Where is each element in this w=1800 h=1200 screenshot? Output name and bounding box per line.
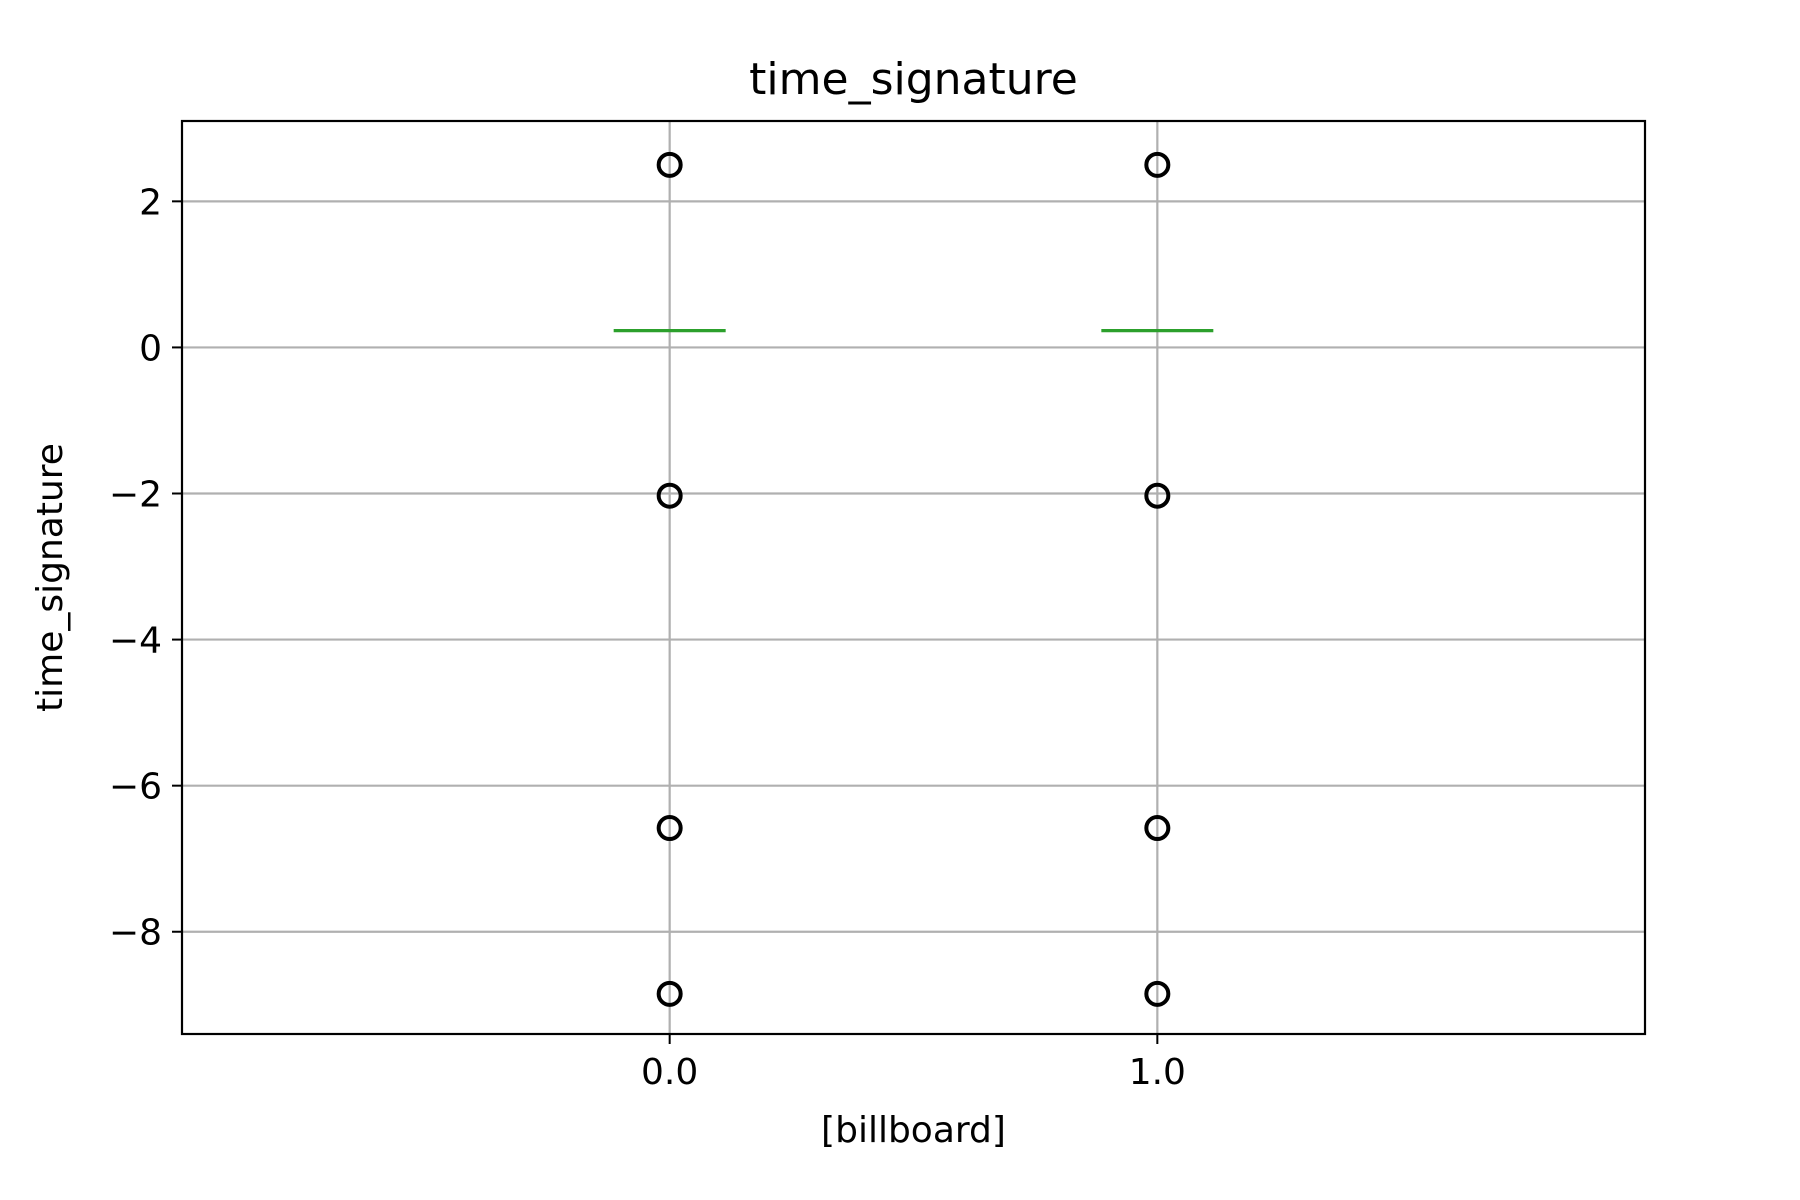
y-tick-label: −8 (109, 913, 162, 954)
outlier-point (1144, 980, 1171, 1007)
x-tick-label: 0.0 (641, 1052, 698, 1093)
x-axis: 0.0 1.0 (641, 1034, 1186, 1093)
y-tick-label: 2 (139, 182, 162, 223)
box-plot-series (613, 151, 1214, 1007)
box-0.0 (613, 151, 726, 1007)
outlier-point (656, 482, 683, 509)
outlier-point (1144, 815, 1171, 842)
x-tick-label: 1.0 (1129, 1052, 1186, 1093)
grid-lines (182, 121, 1645, 1034)
plot-frame (180, 119, 1647, 1036)
box-1.0 (1101, 151, 1214, 1007)
outlier-point (656, 980, 683, 1007)
y-tick-label: −4 (109, 621, 162, 662)
y-tick-label: −2 (109, 475, 162, 516)
x-axis-label: [billboard] (821, 1110, 1006, 1151)
y-tick-label: 0 (139, 328, 162, 369)
outlier-point (1144, 151, 1171, 178)
outlier-point (656, 815, 683, 842)
y-axis-label: time_signature (30, 443, 71, 712)
outlier-point (1144, 482, 1171, 509)
y-axis: 2 0 −2 −4 −6 −8 (109, 182, 182, 954)
outlier-point (656, 151, 683, 178)
y-tick-label: −6 (109, 767, 162, 808)
chart-title: time_signature (749, 54, 1078, 105)
